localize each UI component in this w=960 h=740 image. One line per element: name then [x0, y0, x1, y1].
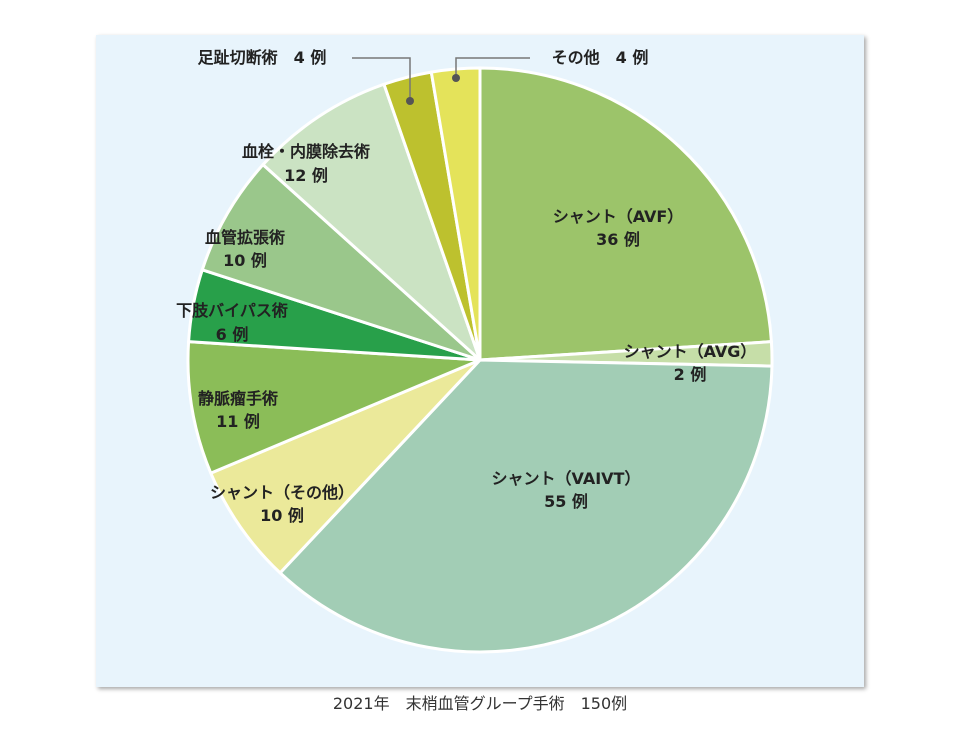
slice-label: シャント（AVG）	[624, 342, 757, 361]
slice-label: 静脈瘤手術	[198, 389, 278, 408]
slice-value-label: 12 例	[284, 166, 328, 185]
slice-label: シャント（その他）	[210, 483, 354, 502]
slice-value-label: 6 例	[216, 325, 249, 344]
slice-label: 血栓・内膜除去術	[242, 142, 370, 161]
slice-label: シャント（AVF）	[553, 207, 684, 226]
pie-slice	[261, 82, 482, 362]
slice-value-label: 55 例	[544, 492, 588, 511]
leader-line	[352, 57, 411, 101]
slice-label: 下肢バイパス術	[176, 301, 288, 320]
pie-slice	[478, 66, 773, 362]
pie-slice	[278, 358, 774, 654]
slice-value-label: 11 例	[216, 412, 260, 431]
leader-dot	[452, 74, 460, 82]
pie-slice	[209, 358, 482, 575]
slice-value-label: 2 例	[674, 365, 707, 384]
slice-value-label: 10 例	[223, 251, 267, 270]
slice-value-label: 10 例	[260, 506, 304, 525]
slice-value-label: 36 例	[596, 230, 640, 249]
slice-label: 足趾切断術 4 例	[198, 48, 327, 67]
slice-label: シャント（VAIVT）	[492, 469, 641, 488]
slice-label: 血管拡張術	[205, 228, 285, 247]
leader-dot	[406, 97, 414, 105]
chart-caption: 2021年 末梢血管グループ手術 150例	[332, 694, 628, 713]
pie-slice	[200, 163, 482, 362]
slice-label: その他 4 例	[552, 48, 649, 67]
pie-slice	[186, 340, 482, 475]
leader-line	[455, 57, 530, 78]
